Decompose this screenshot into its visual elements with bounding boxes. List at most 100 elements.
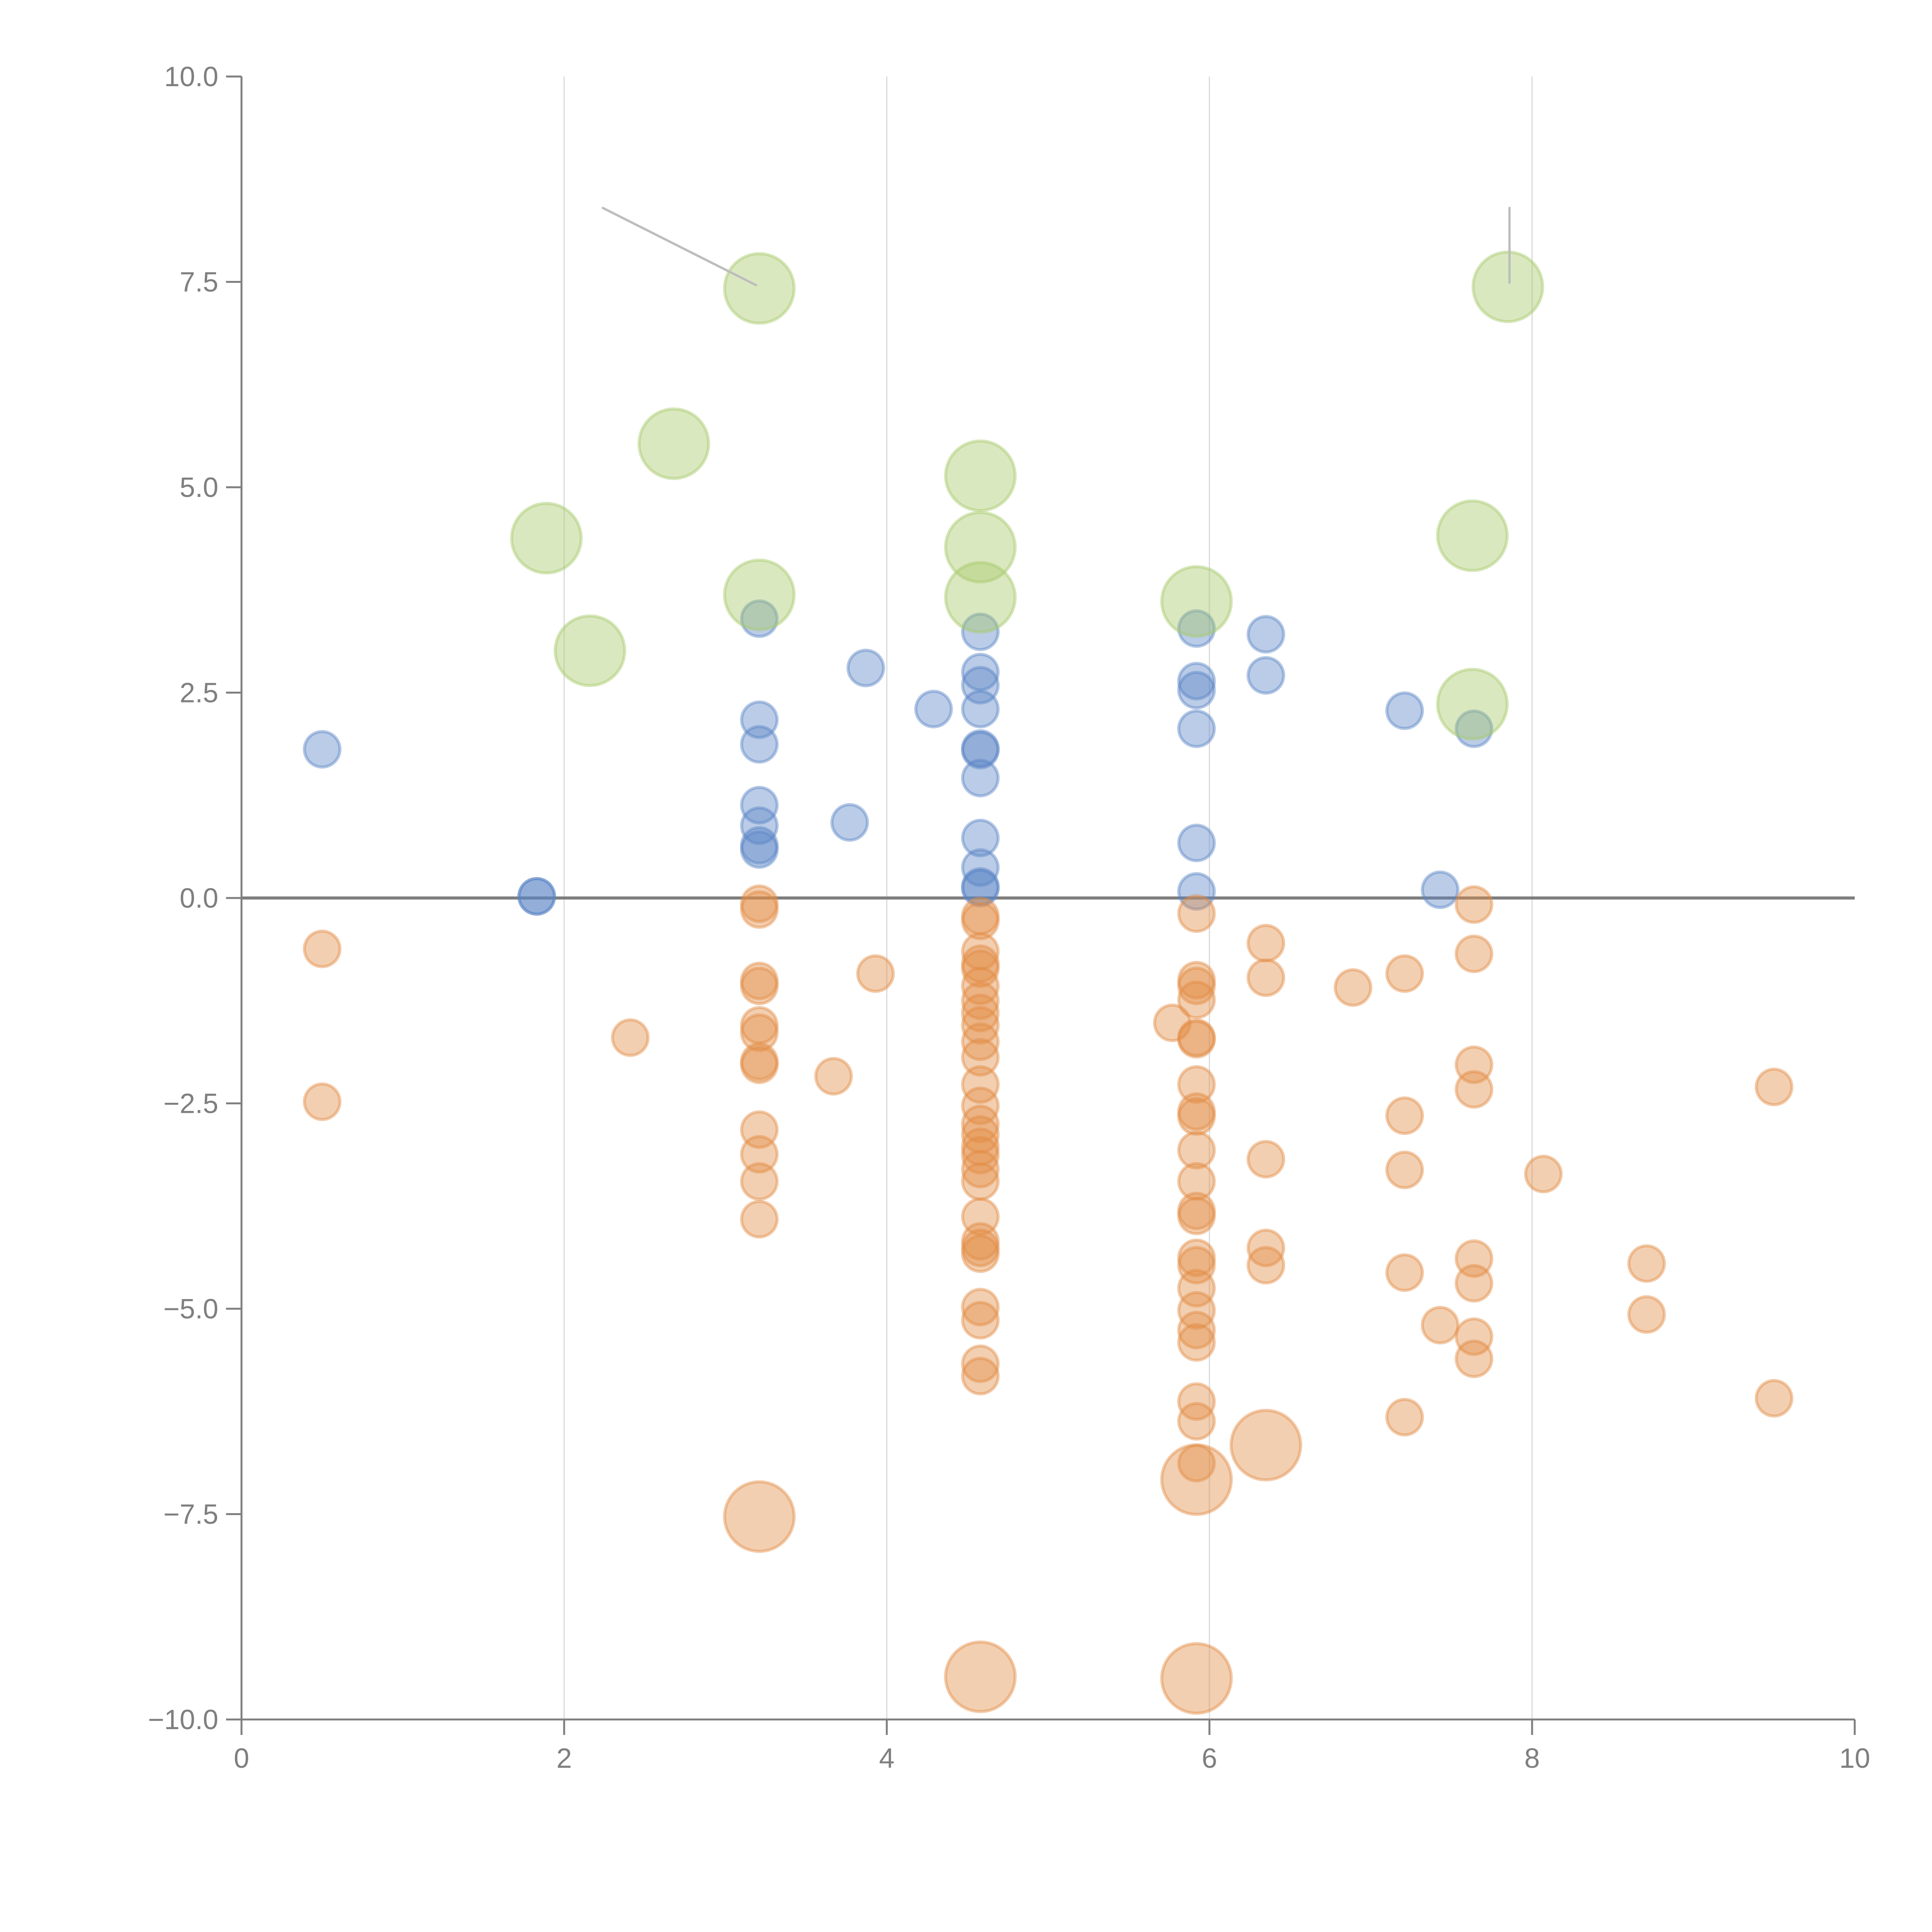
blue-positive-point (740, 786, 779, 825)
blue-positive-point (961, 818, 1000, 857)
orange-negative-point (740, 1135, 779, 1174)
orange-negative-point (740, 1200, 779, 1239)
orange-negative-point (1153, 1003, 1192, 1043)
x-tick-label: 0 (234, 1743, 249, 1774)
orange-negative-point (961, 1065, 1000, 1104)
orange-negative-point (1421, 1306, 1460, 1345)
orange-negative-point (611, 1018, 650, 1057)
orange-negative-point (1454, 1239, 1493, 1278)
orange-negative-point (961, 1162, 1000, 1201)
green-large-point (1436, 668, 1509, 741)
orange-negative-point (740, 1006, 779, 1045)
orange-large-point (1230, 1408, 1303, 1481)
y-axis-ticks: 10.0 7.5 5.0 2.5 0.0 −2.5 −5.0 −7.5 −10.0 (148, 61, 242, 1735)
blue-positive-point (961, 869, 1000, 908)
x-tick-label: 2 (556, 1743, 572, 1774)
blue-positive-point (517, 877, 556, 916)
orange-negative-point (1177, 1018, 1216, 1057)
orange-large-point (723, 1480, 796, 1553)
blue-positive-point (1177, 609, 1216, 648)
blue-positive-point (303, 730, 342, 769)
orange-negative-point (961, 949, 1000, 988)
orange-negative-point (740, 1042, 779, 1081)
blue-positive-point (961, 729, 1000, 768)
orange-negative-point (1755, 1379, 1794, 1418)
y-tick-label: −5.0 (163, 1294, 218, 1325)
orange-negative-point (740, 884, 779, 923)
blue-positive-point (1177, 709, 1216, 748)
orange-negative-point (1177, 1291, 1216, 1330)
blue-positive-point (846, 648, 885, 687)
orange-negative-point (961, 1344, 1000, 1383)
orange-negative-point (740, 1110, 779, 1149)
orange-negative-point (1247, 1246, 1286, 1285)
orange-negative-point (1177, 1162, 1216, 1201)
orange-negative-point (1247, 1140, 1286, 1179)
orange-negative-point (961, 1228, 1000, 1267)
orange-negative-point (961, 1301, 1000, 1340)
blue-positive-point (961, 666, 1000, 705)
orange-negative-point (1454, 1070, 1493, 1109)
x-axis-ticks: 0 2 4 6 8 10 (234, 1719, 1870, 1774)
orange-negative-point (1524, 1155, 1563, 1194)
green-large-point (723, 558, 796, 631)
orange-negative-point (1454, 934, 1493, 973)
orange-negative-point (1333, 968, 1372, 1007)
orange-negative-point (1177, 1382, 1216, 1421)
orange-negative-point (1177, 1131, 1216, 1170)
blue-positive-point (1177, 671, 1216, 710)
blue-positive-point (1385, 691, 1424, 730)
orange-negative-point (961, 1150, 1000, 1189)
orange-negative-point (1177, 894, 1216, 933)
green-large-point (723, 252, 796, 325)
orange-negative-point (1177, 1092, 1216, 1131)
blue-positive-point (740, 806, 779, 845)
blue-positive-point (740, 725, 779, 764)
orange-negative-point (1385, 954, 1424, 993)
blue-positive-point (1177, 662, 1216, 701)
y-tick-label: 0.0 (180, 883, 218, 914)
orange-negative-point (814, 1057, 853, 1096)
orange-negative-point (961, 1287, 1000, 1327)
orange-negative-point (961, 896, 1000, 935)
orange-negative-point (1454, 1264, 1493, 1303)
green-large-point (944, 511, 1017, 584)
orange-negative-point (1177, 1323, 1216, 1362)
orange-negative-point (1755, 1067, 1794, 1106)
orange-negative-point (1177, 1097, 1216, 1136)
orange-negative-point (961, 1006, 1000, 1045)
orange-negative-point (1454, 1317, 1493, 1356)
blue-positive-point (914, 690, 953, 729)
blue-positive-point (1421, 870, 1460, 909)
y-tick-label: 10.0 (164, 61, 218, 92)
orange-negative-point (1177, 1192, 1216, 1231)
orange-negative-point (961, 1197, 1000, 1236)
green-large-point (1436, 499, 1509, 572)
orange-negative-point (961, 1038, 1000, 1077)
orange-negative-point (740, 961, 779, 1000)
orange-negative-point (1177, 1238, 1216, 1277)
blue-positive-point (740, 599, 779, 638)
orange-negative-point (961, 1234, 1000, 1273)
orange-negative-point (961, 1128, 1000, 1167)
orange-large-point (1160, 1642, 1233, 1715)
orange-negative-point (1627, 1244, 1666, 1283)
y-tick-label: 7.5 (180, 267, 218, 298)
blue-positive-point (961, 759, 1000, 798)
orange-negative-point (1247, 958, 1286, 997)
orange-negative-point (740, 1013, 779, 1052)
green-large-point (1160, 565, 1233, 638)
blue-positive-point (1454, 709, 1493, 748)
orange-negative-point (1247, 1228, 1286, 1267)
orange-negative-point (961, 966, 1000, 1005)
orange-negative-point (961, 993, 1000, 1032)
x-tick-label: 8 (1524, 1743, 1540, 1774)
y-tick-label: −7.5 (163, 1499, 218, 1530)
blue-positive-point (961, 612, 1000, 651)
annotations (602, 207, 1511, 287)
blue-positive-point (1177, 872, 1216, 911)
orange-negative-point (961, 1104, 1000, 1143)
leader-line (602, 207, 757, 287)
blue-positive-point (740, 830, 779, 869)
